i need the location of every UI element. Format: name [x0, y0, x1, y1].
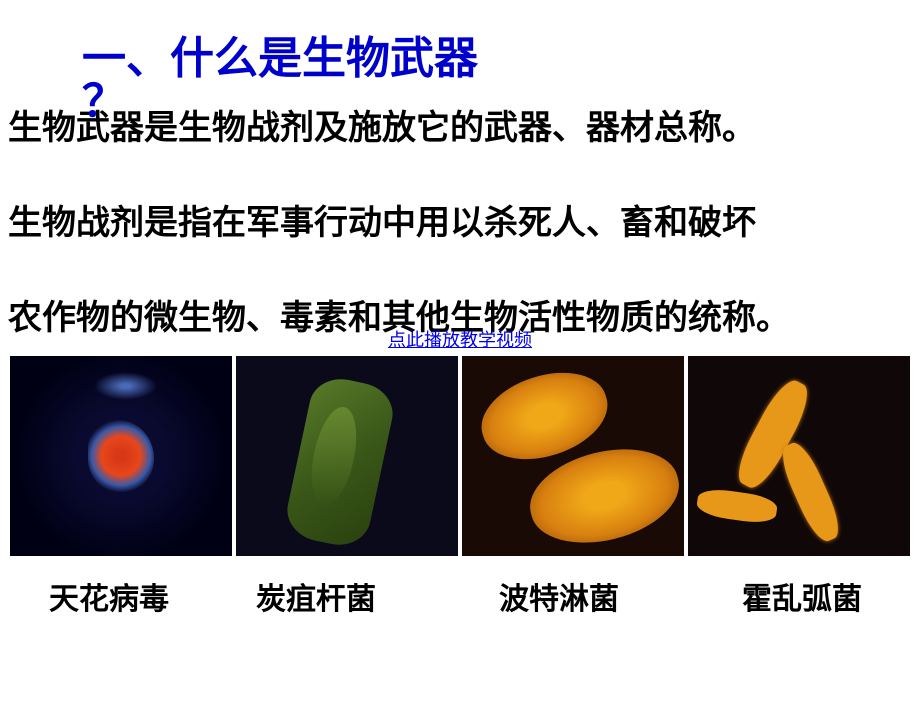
- image-smallpox-virus: [10, 356, 232, 556]
- caption-anthrax: 炭疽杆菌: [208, 574, 424, 618]
- caption-smallpox: 天花病毒: [10, 574, 208, 618]
- image-cholera-vibrio: [688, 356, 910, 556]
- image-botulinum: [462, 356, 684, 556]
- slide-container: 一、什么是生物武器 ？ 生物武器是生物战剂及施放它的武器、器材总称。 生物战剂是…: [0, 0, 920, 701]
- microbe-images-row: [10, 356, 910, 556]
- image-anthrax-bacillus: [236, 356, 458, 556]
- paragraph-2: 生物战剂是指在军事行动中用以杀死人、畜和破坏: [8, 198, 912, 249]
- captions-row: 天花病毒 炭疽杆菌 波特淋菌 霍乱弧菌: [10, 574, 910, 618]
- caption-cholera: 霍乱弧菌: [694, 574, 910, 618]
- slide-title-line1: 一、什么是生物武器: [82, 28, 920, 90]
- caption-botulinum: 波特淋菌: [424, 574, 694, 618]
- play-video-link[interactable]: 点此播放教学视频: [388, 330, 532, 350]
- slide-title-line2: ？: [82, 84, 920, 119]
